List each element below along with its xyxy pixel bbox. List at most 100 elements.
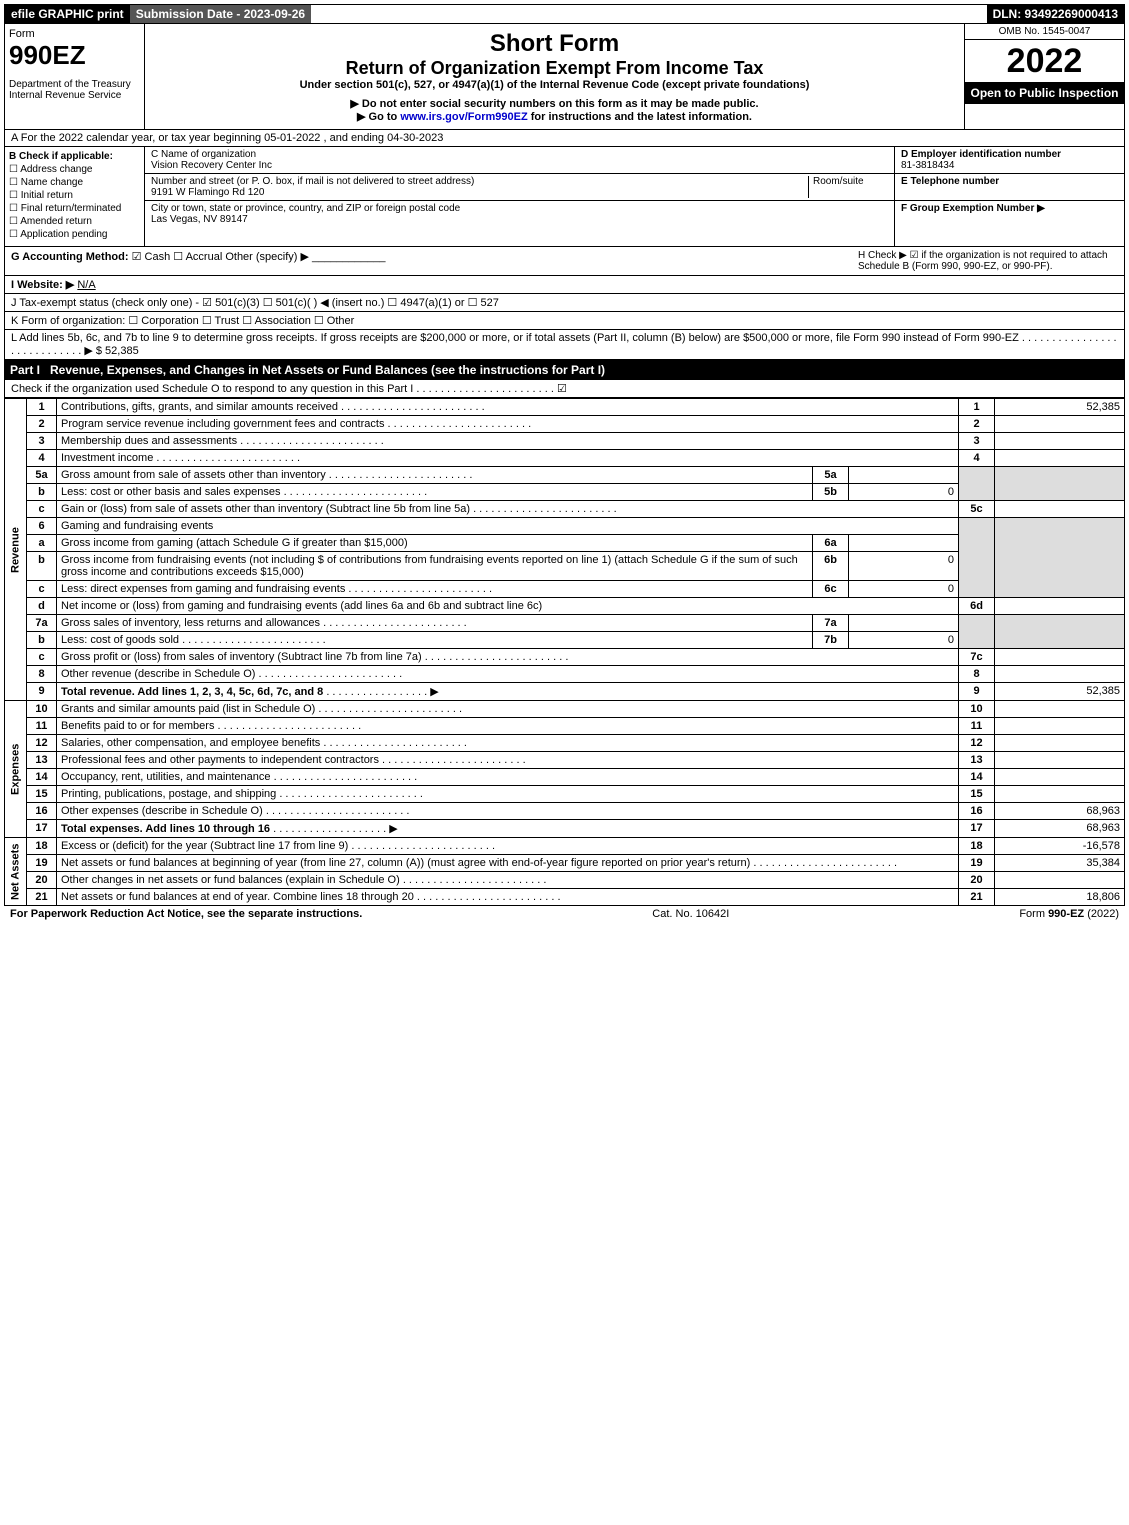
line-6a: Gross income from gaming (attach Schedul… <box>57 535 813 552</box>
amt-9: 52,385 <box>995 683 1125 701</box>
irs-link[interactable]: www.irs.gov/Form990EZ <box>400 111 527 123</box>
line-6: Gaming and fundraising events <box>57 518 959 535</box>
line-6d: Net income or (loss) from gaming and fun… <box>57 598 959 615</box>
amt-6b: 0 <box>849 552 959 581</box>
row-k: K Form of organization: ☐ Corporation ☐ … <box>4 312 1125 330</box>
subtitle: Under section 501(c), 527, or 4947(a)(1)… <box>151 79 958 91</box>
line-3: Membership dues and assessments <box>57 433 959 450</box>
line-7a: Gross sales of inventory, less returns a… <box>57 615 813 632</box>
row-l: L Add lines 5b, 6c, and 7b to line 9 to … <box>4 330 1125 360</box>
dept-treasury: Department of the Treasury <box>9 79 140 90</box>
line-12: Salaries, other compensation, and employ… <box>57 735 959 752</box>
efile-label: efile GRAPHIC print <box>5 5 130 23</box>
chk-app-pending[interactable]: Application pending <box>9 229 140 240</box>
instr-ssn: ▶ Do not enter social security numbers o… <box>151 97 958 110</box>
street-label: Number and street (or P. O. box, if mail… <box>151 176 474 187</box>
amt-1: 52,385 <box>995 399 1125 416</box>
line-1: Contributions, gifts, grants, and simila… <box>57 399 959 416</box>
footer-left: For Paperwork Reduction Act Notice, see … <box>10 908 362 920</box>
line-21: Net assets or fund balances at end of ye… <box>57 889 959 906</box>
line-16: Other expenses (describe in Schedule O) <box>57 803 959 820</box>
line-7c: Gross profit or (loss) from sales of inv… <box>57 649 959 666</box>
acct-cash[interactable]: Cash <box>132 251 171 263</box>
form-word: Form <box>9 28 140 40</box>
line-7b: Less: cost of goods sold <box>57 632 813 649</box>
section-b: B Check if applicable: Address change Na… <box>5 147 145 246</box>
tax-year: 2022 <box>965 40 1124 82</box>
amt-16: 68,963 <box>995 803 1125 820</box>
section-def: D Employer identification number 81-3818… <box>894 147 1124 246</box>
row-h: H Check ▶ ☑ if the organization is not r… <box>858 250 1118 272</box>
room-label: Room/suite <box>808 176 888 198</box>
chk-final-return[interactable]: Final return/terminated <box>9 203 140 214</box>
line-6b: Gross income from fundraising events (no… <box>57 552 813 581</box>
line-5a: Gross amount from sale of assets other t… <box>57 467 813 484</box>
vtab-revenue: Revenue <box>5 399 27 701</box>
ein: 81-3818434 <box>901 160 954 171</box>
footer: For Paperwork Reduction Act Notice, see … <box>4 906 1125 922</box>
irs: Internal Revenue Service <box>9 90 140 101</box>
vtab-netassets: Net Assets <box>5 838 27 906</box>
chk-initial-return[interactable]: Initial return <box>9 190 140 201</box>
line-5c: Gain or (loss) from sale of assets other… <box>57 501 959 518</box>
amt-17: 68,963 <box>995 820 1125 838</box>
amt-6c: 0 <box>849 581 959 598</box>
line-8: Other revenue (describe in Schedule O) <box>57 666 959 683</box>
dln: DLN: 93492269000413 <box>987 5 1124 23</box>
website: N/A <box>77 279 95 291</box>
line-18: Excess or (deficit) for the year (Subtra… <box>57 838 959 855</box>
street: 9191 W Flamingo Rd 120 <box>151 187 264 198</box>
line-15: Printing, publications, postage, and shi… <box>57 786 959 803</box>
return-title: Return of Organization Exempt From Incom… <box>151 58 958 79</box>
city: Las Vegas, NV 89147 <box>151 214 248 225</box>
chk-name-change[interactable]: Name change <box>9 177 140 188</box>
form-number: 990EZ <box>9 40 140 71</box>
line-10: Grants and similar amounts paid (list in… <box>57 701 959 718</box>
d-label: D Employer identification number <box>901 149 1061 160</box>
e-label: E Telephone number <box>901 176 999 187</box>
city-label: City or town, state or province, country… <box>151 203 460 214</box>
section-c: C Name of organization Vision Recovery C… <box>145 147 894 246</box>
line-2: Program service revenue including govern… <box>57 416 959 433</box>
row-g-h: G Accounting Method: Cash Accrual Other … <box>4 247 1125 276</box>
line-20: Other changes in net assets or fund bala… <box>57 872 959 889</box>
name-label: C Name of organization <box>151 149 256 160</box>
amt-19: 35,384 <box>995 855 1125 872</box>
part1-lines: Revenue 1Contributions, gifts, grants, a… <box>4 398 1125 906</box>
f-label: F Group Exemption Number ▶ <box>901 203 1045 214</box>
vtab-expenses: Expenses <box>5 701 27 838</box>
line-13: Professional fees and other payments to … <box>57 752 959 769</box>
footer-right: Form 990-EZ (2022) <box>1019 908 1119 920</box>
chk-amended[interactable]: Amended return <box>9 216 140 227</box>
section-bcdef: B Check if applicable: Address change Na… <box>4 147 1125 247</box>
line-17: Total expenses. Add lines 10 through 16 … <box>57 820 959 838</box>
org-name: Vision Recovery Center Inc <box>151 160 272 171</box>
amt-5b: 0 <box>849 484 959 501</box>
submission-date: Submission Date - 2023-09-26 <box>130 5 311 23</box>
part1-header: Part I Revenue, Expenses, and Changes in… <box>4 360 1125 380</box>
part1-check: Check if the organization used Schedule … <box>4 380 1125 398</box>
form-header: Form 990EZ Department of the Treasury In… <box>4 24 1125 130</box>
row-i: I Website: ▶ N/A <box>4 276 1125 294</box>
amt-21: 18,806 <box>995 889 1125 906</box>
line-11: Benefits paid to or for members <box>57 718 959 735</box>
short-form-title: Short Form <box>151 30 958 58</box>
acct-accrual[interactable]: Accrual <box>173 251 222 263</box>
footer-mid: Cat. No. 10642I <box>652 908 729 920</box>
amt-18: -16,578 <box>995 838 1125 855</box>
line-6c: Less: direct expenses from gaming and fu… <box>57 581 813 598</box>
open-public: Open to Public Inspection <box>965 82 1124 104</box>
row-a-taxyear: A For the 2022 calendar year, or tax yea… <box>4 130 1125 147</box>
line-19: Net assets or fund balances at beginning… <box>57 855 959 872</box>
omb-number: OMB No. 1545-0047 <box>965 24 1124 40</box>
line-9: Total revenue. Add lines 1, 2, 3, 4, 5c,… <box>57 683 959 701</box>
row-j: J Tax-exempt status (check only one) - ☑… <box>4 294 1125 312</box>
line-4: Investment income <box>57 450 959 467</box>
instr-goto: ▶ Go to www.irs.gov/Form990EZ for instru… <box>151 110 958 123</box>
top-bar: efile GRAPHIC print Submission Date - 20… <box>4 4 1125 24</box>
line-14: Occupancy, rent, utilities, and maintena… <box>57 769 959 786</box>
chk-address-change[interactable]: Address change <box>9 164 140 175</box>
acct-other: Other (specify) ▶ <box>225 251 309 263</box>
line-5b: Less: cost or other basis and sales expe… <box>57 484 813 501</box>
amt-7b: 0 <box>849 632 959 649</box>
